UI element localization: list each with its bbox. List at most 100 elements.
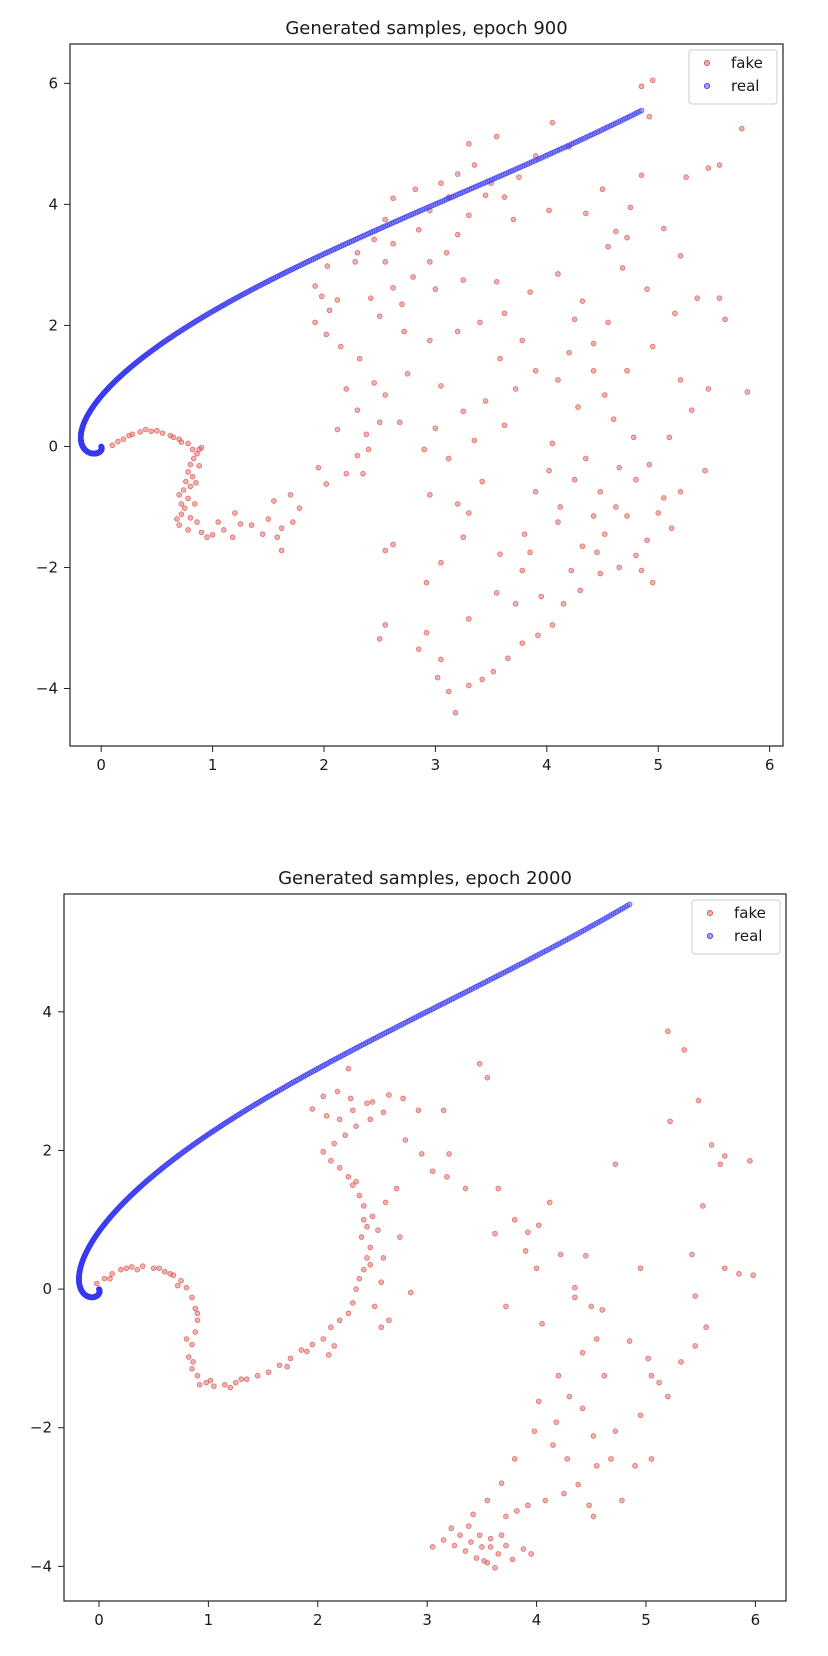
fake-point	[503, 1513, 509, 1520]
fake-point	[440, 1107, 447, 1114]
fake-point	[378, 1324, 385, 1331]
fake-point	[705, 386, 712, 392]
fake-point	[473, 1555, 480, 1561]
fake-point	[716, 162, 723, 168]
fake-point	[429, 1168, 436, 1175]
fake-point	[320, 1093, 327, 1100]
fake-point	[497, 551, 503, 557]
fake-point	[178, 439, 185, 446]
fake-point	[495, 1185, 502, 1192]
x-tick-label: 4	[532, 1611, 542, 1629]
legend-box	[691, 899, 781, 955]
fake-point	[454, 171, 461, 177]
fake-point	[553, 1419, 560, 1425]
fake-point	[323, 481, 330, 487]
fake-point	[336, 1164, 343, 1171]
fake-point	[396, 419, 403, 426]
fake-point	[557, 504, 563, 510]
fake-point	[334, 297, 341, 303]
fake-point	[189, 1294, 195, 1301]
y-tick-label: 4	[42, 1003, 52, 1021]
fake-point	[427, 259, 433, 265]
fake-point	[174, 1282, 181, 1289]
fake-point	[681, 1047, 688, 1053]
fake-point	[328, 1158, 334, 1164]
scatter-points	[77, 77, 751, 716]
fake-point	[331, 1140, 338, 1147]
fake-point	[516, 174, 522, 180]
fake-point	[304, 1348, 310, 1355]
fake-point	[347, 1095, 354, 1102]
fake-point	[627, 204, 634, 211]
fake-point	[176, 522, 182, 528]
fake-point	[460, 534, 467, 541]
fake-point	[323, 1113, 330, 1119]
fake-point	[312, 319, 318, 326]
fake-point	[278, 547, 285, 554]
fake-point	[183, 478, 189, 485]
fake-point	[367, 1244, 374, 1251]
fake-point	[601, 1372, 608, 1379]
fake-point	[546, 207, 552, 214]
y-tick-label: −4	[36, 680, 58, 698]
fake-point	[487, 1544, 494, 1550]
fake-point	[134, 1266, 141, 1273]
fake-point	[549, 440, 556, 447]
fake-point	[460, 277, 467, 283]
fake-point	[511, 1216, 518, 1223]
fake-point	[209, 531, 216, 538]
fake-point	[624, 234, 630, 241]
fake-point	[648, 1372, 655, 1379]
fake-point	[371, 1303, 378, 1310]
fake-point	[290, 519, 296, 525]
fake-point	[192, 1305, 199, 1312]
fake-point	[677, 489, 684, 495]
fake-point	[227, 1384, 234, 1391]
fake-point	[646, 461, 653, 468]
fake-point	[460, 408, 467, 415]
fake-point	[296, 505, 303, 511]
fake-point	[555, 519, 561, 525]
fake-point	[170, 434, 177, 441]
fake-point	[115, 438, 121, 445]
fake-point	[454, 501, 461, 507]
fake-point	[666, 434, 673, 441]
fake-point	[323, 331, 330, 338]
fake-point	[353, 1286, 359, 1292]
legend-marker-fake	[706, 909, 714, 917]
real-point	[626, 901, 633, 908]
plot-frame	[63, 893, 787, 1602]
fake-point	[744, 389, 751, 395]
fake-point	[352, 259, 359, 265]
fake-point	[484, 1074, 491, 1081]
fake-point	[315, 464, 322, 471]
fake-point	[360, 1266, 367, 1273]
fake-point	[471, 437, 478, 444]
fake-point	[528, 1551, 534, 1557]
fake-point	[535, 632, 541, 639]
fake-point	[452, 709, 459, 716]
fake-point	[501, 422, 508, 429]
fake-point	[476, 1532, 483, 1538]
fake-point	[382, 216, 389, 223]
fake-point	[382, 392, 389, 398]
fake-point	[454, 328, 461, 335]
fake-point	[601, 392, 608, 398]
fake-point	[309, 1341, 316, 1348]
fake-point	[645, 1355, 651, 1362]
fake-point	[477, 319, 483, 326]
fake-point	[457, 1532, 463, 1538]
fake-point	[721, 1265, 728, 1272]
fake-point	[583, 210, 589, 217]
fake-point	[561, 1490, 567, 1497]
fake-point	[254, 1372, 261, 1379]
fake-point	[649, 343, 656, 350]
fake-point	[546, 1199, 553, 1206]
fake-point	[343, 470, 350, 477]
fake-point	[189, 473, 196, 480]
fake-point	[194, 1372, 201, 1379]
fake-point	[183, 1284, 190, 1291]
fake-point	[423, 630, 430, 636]
fake-point	[495, 1551, 502, 1557]
fake-point	[382, 622, 389, 628]
